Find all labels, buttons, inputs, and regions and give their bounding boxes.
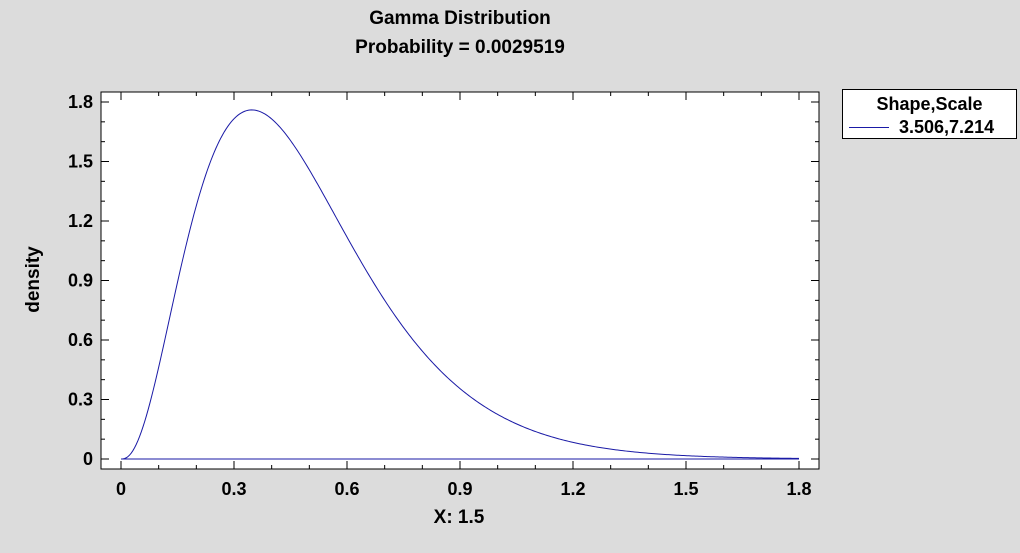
x-tick-label: 0.3 xyxy=(221,479,246,499)
y-tick-label: 0.6 xyxy=(68,330,93,350)
legend-entry: 3.506,7.214 xyxy=(849,117,1014,137)
x-tick-label: 0 xyxy=(116,479,126,499)
y-tick-label: 1.5 xyxy=(68,152,93,172)
legend: Shape,Scale 3.506,7.214 xyxy=(842,89,1017,139)
series-line-0 xyxy=(120,109,800,460)
x-tick-label: 1.8 xyxy=(786,479,811,499)
legend-title: Shape,Scale xyxy=(876,94,983,114)
y-tick-label: 1.8 xyxy=(68,92,93,112)
x-tick-label: 1.5 xyxy=(673,479,698,499)
y-axis-label: density xyxy=(23,246,44,313)
y-tick-label: 1.2 xyxy=(68,211,93,231)
x-tick-label: 0.9 xyxy=(447,479,472,499)
legend-line-swatch xyxy=(849,127,889,128)
y-tick-label: 0.9 xyxy=(68,271,93,291)
plot-area xyxy=(100,91,820,470)
y-tick-label: 0 xyxy=(83,449,93,469)
legend-series-label: 3.506,7.214 xyxy=(899,117,995,137)
chart-subtitle: Probability = 0.0029519 xyxy=(355,37,565,58)
x-axis-label: X: 1.5 xyxy=(434,507,485,528)
x-tick-label: 0.6 xyxy=(334,479,359,499)
y-tick-label: 0.3 xyxy=(68,390,93,410)
chart-title: Gamma Distribution xyxy=(369,8,551,29)
x-tick-label: 1.2 xyxy=(560,479,585,499)
